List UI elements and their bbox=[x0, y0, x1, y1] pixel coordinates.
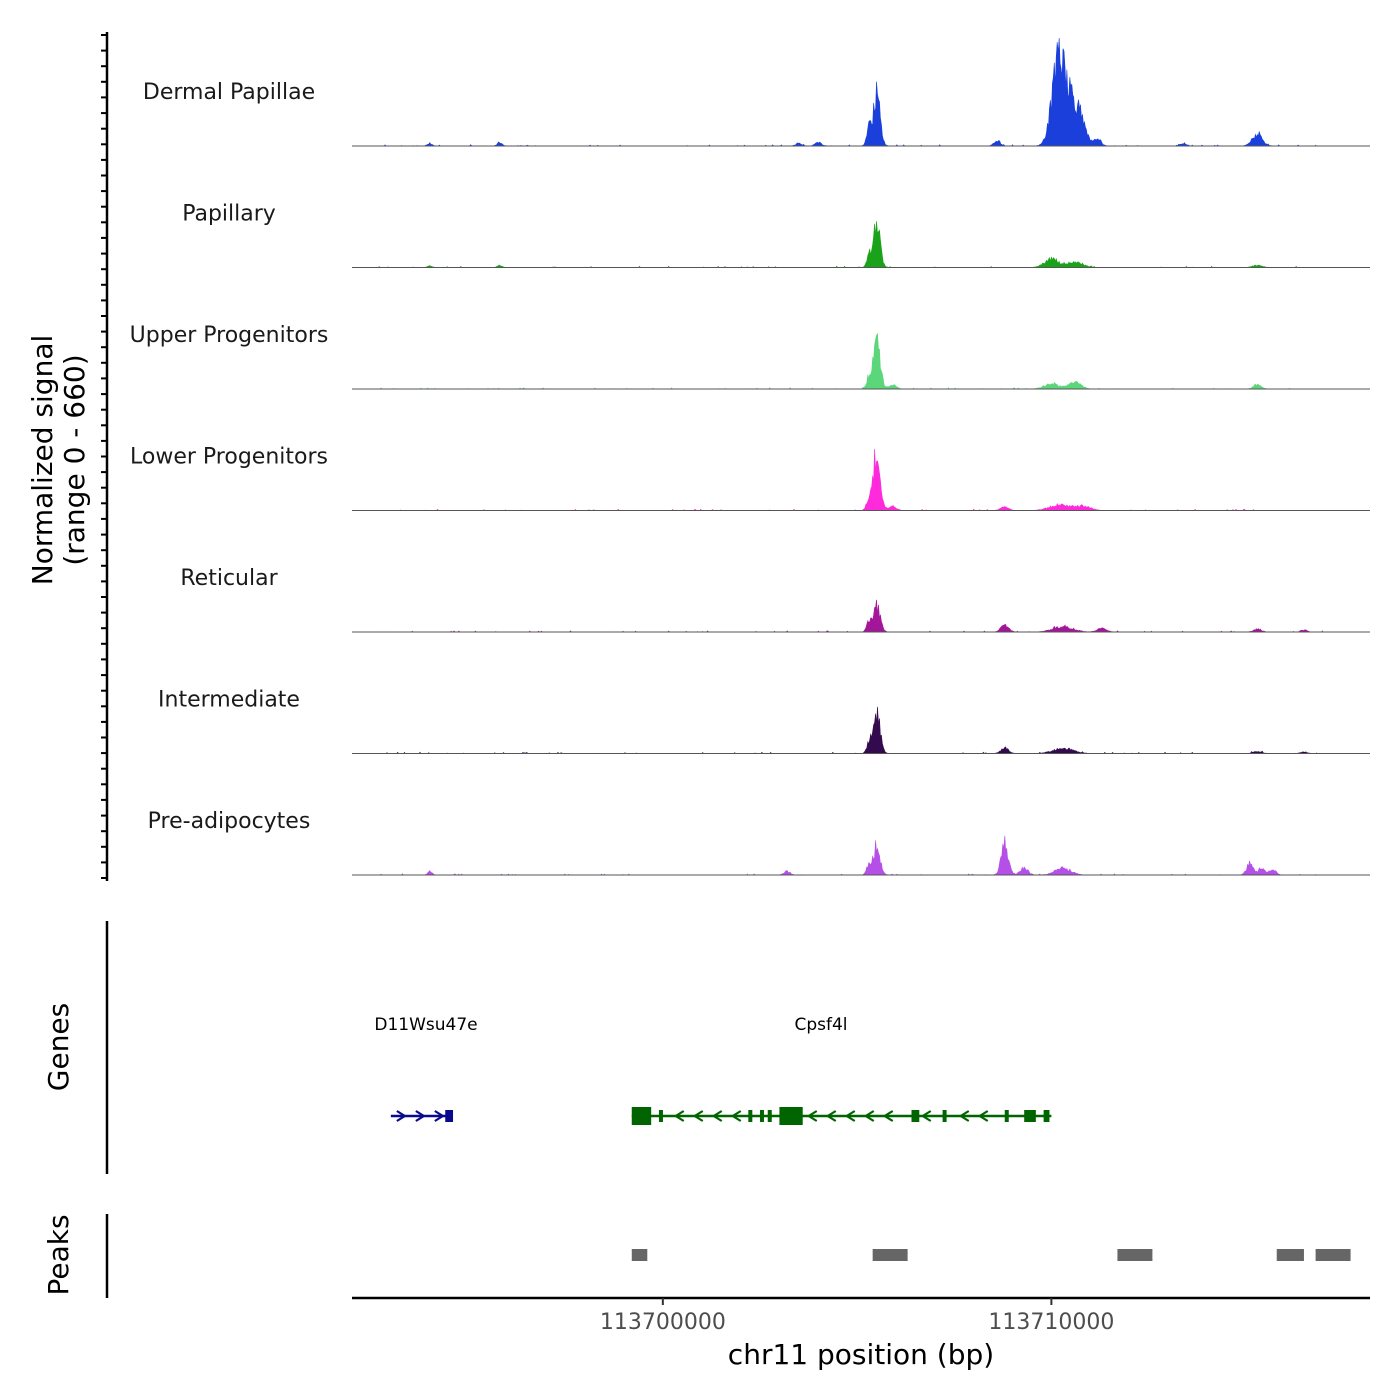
x-axis-ticks: 113700000 113710000 bbox=[600, 1298, 1114, 1335]
strand-arrow bbox=[730, 1110, 742, 1122]
track-2: Upper Progenitors bbox=[130, 323, 1370, 390]
exon bbox=[767, 1110, 772, 1122]
strand-arrow bbox=[977, 1110, 989, 1122]
track-1: Papillary bbox=[182, 202, 1370, 268]
peak-track bbox=[631, 1249, 1351, 1261]
peak-region bbox=[872, 1249, 908, 1261]
strand-arrow bbox=[434, 1110, 445, 1122]
exon bbox=[1004, 1110, 1009, 1122]
track-label: Intermediate bbox=[158, 688, 300, 713]
gene-track: D11Wsu47e Cpsf4l bbox=[374, 1015, 1052, 1125]
x-tick-label: 113710000 bbox=[988, 1310, 1114, 1335]
x-tick-label: 113700000 bbox=[600, 1310, 726, 1335]
peak-region bbox=[1117, 1249, 1153, 1261]
track-label: Lower Progenitors bbox=[130, 445, 328, 470]
track-label: Upper Progenitors bbox=[130, 323, 329, 348]
strand-arrow bbox=[415, 1110, 426, 1122]
track-label: Dermal Papillae bbox=[143, 80, 315, 105]
track-label: Reticular bbox=[180, 566, 278, 591]
exon bbox=[942, 1110, 947, 1122]
exon bbox=[445, 1110, 454, 1122]
peak-region bbox=[1276, 1249, 1304, 1261]
exon bbox=[658, 1110, 663, 1122]
coverage-area bbox=[375, 835, 1323, 876]
track-label: Papillary bbox=[182, 202, 276, 227]
coverage-area bbox=[375, 706, 1323, 754]
signal-axis-title-line1: Normalized signal bbox=[26, 335, 59, 586]
exon bbox=[779, 1107, 803, 1125]
track-6: Pre-adipocytes bbox=[148, 809, 1370, 876]
coverage-area bbox=[375, 37, 1323, 147]
gene-D11Wsu47e: D11Wsu47e bbox=[374, 1015, 478, 1122]
exon bbox=[631, 1107, 652, 1125]
coverage-area bbox=[375, 332, 1323, 390]
exon bbox=[1024, 1110, 1036, 1122]
strand-arrow bbox=[844, 1110, 856, 1122]
strand-arrow bbox=[920, 1110, 932, 1122]
peaks-axis-title: Peaks bbox=[42, 1214, 75, 1295]
coverage-area bbox=[375, 599, 1323, 633]
track-4: Reticular bbox=[180, 566, 1370, 633]
exon bbox=[759, 1110, 764, 1122]
exon bbox=[1043, 1110, 1050, 1122]
x-axis-title: chr11 position (bp) bbox=[728, 1338, 994, 1371]
strand-arrow bbox=[863, 1110, 875, 1122]
exon bbox=[911, 1110, 920, 1122]
coverage-area bbox=[375, 448, 1323, 511]
strand-arrow bbox=[673, 1110, 685, 1122]
strand-arrow bbox=[692, 1110, 704, 1122]
track-3: Lower Progenitors bbox=[130, 445, 1370, 511]
strand-arrow bbox=[958, 1110, 970, 1122]
peak-region bbox=[1315, 1249, 1351, 1261]
track-0: Dermal Papillae bbox=[143, 37, 1370, 147]
exon bbox=[748, 1110, 753, 1122]
strand-arrow bbox=[806, 1110, 818, 1122]
signal-axis-title-line2: (range 0 - 660) bbox=[58, 354, 91, 565]
strand-arrow bbox=[882, 1110, 894, 1122]
coverage-tracks: Dermal Papillae Papillary Upper Progenitor… bbox=[130, 37, 1370, 876]
gene-Cpsf4l: Cpsf4l bbox=[631, 1015, 1052, 1125]
track-5: Intermediate bbox=[158, 688, 1370, 754]
gene-label: D11Wsu47e bbox=[374, 1015, 477, 1035]
genes-axis-title: Genes bbox=[42, 1003, 75, 1091]
signal-axis-title: Normalized signal (range 0 - 660) bbox=[26, 335, 91, 586]
gene-label: Cpsf4l bbox=[794, 1015, 847, 1035]
signal-y-axis-ticks bbox=[101, 34, 107, 879]
strand-arrow bbox=[825, 1110, 837, 1122]
coverage-area bbox=[375, 221, 1323, 268]
track-label: Pre-adipocytes bbox=[148, 809, 311, 834]
peak-region bbox=[631, 1249, 648, 1261]
strand-arrow bbox=[396, 1110, 407, 1122]
strand-arrow bbox=[711, 1110, 723, 1122]
